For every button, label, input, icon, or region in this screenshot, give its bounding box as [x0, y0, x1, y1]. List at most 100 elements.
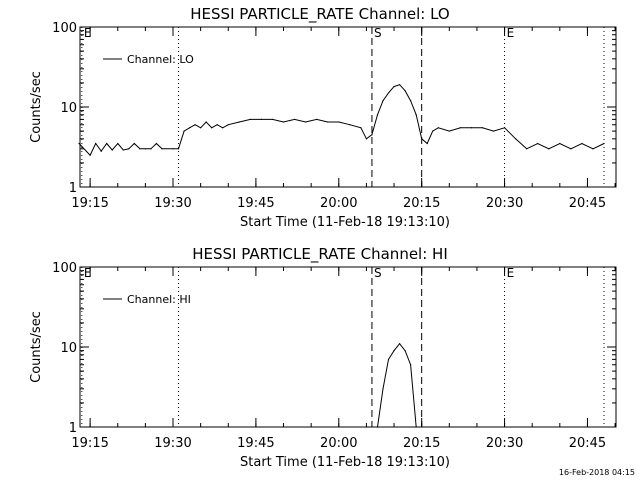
series-point — [89, 154, 91, 156]
x-tick-label: 19:15 — [71, 196, 108, 211]
x-tick-label: 20:30 — [486, 436, 523, 451]
series-point — [410, 364, 412, 366]
series-point — [305, 121, 307, 123]
series-point — [205, 121, 207, 123]
series-point — [133, 142, 135, 145]
x-tick-label: 19:30 — [154, 436, 191, 451]
series-point — [515, 138, 517, 140]
series-point — [548, 148, 550, 150]
x-tick-label: 20:45 — [569, 196, 606, 211]
series-point — [78, 142, 80, 145]
series-point — [282, 121, 285, 123]
x-tick-label: 20:15 — [403, 196, 440, 211]
series-point — [183, 130, 185, 132]
series-point — [238, 121, 240, 123]
series-point — [382, 388, 384, 390]
series-point — [150, 148, 152, 150]
x-axis-label: Start Time (11-Feb-18 19:13:10) — [240, 455, 450, 470]
series-point — [537, 142, 539, 145]
series-line — [377, 342, 417, 428]
series-point — [117, 142, 119, 145]
legend-label: Channel: LO — [127, 53, 194, 66]
y-axis-label: Counts/sec — [29, 311, 44, 383]
x-tick-label: 20:00 — [320, 436, 357, 451]
y-tick-label: 1 — [69, 181, 77, 196]
series-point — [581, 142, 583, 145]
x-tick-label: 19:45 — [237, 436, 274, 451]
series-point — [216, 124, 218, 126]
series-point — [398, 84, 401, 86]
plot-frame — [79, 266, 617, 428]
series-point — [603, 142, 605, 145]
series-point — [260, 118, 263, 120]
series-point — [144, 148, 146, 150]
series-point — [481, 127, 484, 129]
timestamp-label: 16-Feb-2018 04:15 — [559, 468, 635, 477]
series-point — [382, 100, 384, 102]
series-point — [376, 114, 379, 116]
y-tick-label: 100 — [52, 21, 77, 36]
series-point — [128, 148, 130, 150]
marker-label: E — [84, 266, 92, 280]
series-point — [360, 127, 362, 129]
series-point — [387, 92, 390, 94]
x-tick-label: 19:30 — [154, 196, 191, 211]
series-point — [139, 148, 141, 150]
series-point — [111, 149, 113, 151]
series-point — [211, 127, 213, 129]
series-point — [200, 127, 202, 129]
chart-title: HESSI PARTICLE_RATE Channel: HI — [192, 245, 448, 264]
series-point — [222, 127, 224, 129]
series-point — [161, 148, 163, 150]
series-point — [371, 134, 373, 136]
series-point — [404, 350, 406, 352]
series-point — [393, 85, 395, 88]
series-point — [327, 121, 329, 123]
x-tick-label: 20:30 — [486, 196, 523, 211]
series-point — [376, 426, 379, 428]
series-point — [421, 138, 423, 140]
series-point — [227, 124, 229, 126]
marker-label: S — [374, 26, 382, 40]
series-point — [293, 118, 296, 120]
series-point — [437, 127, 439, 129]
chart-title: HESSI PARTICLE_RATE Channel: LO — [190, 5, 449, 24]
series-point — [387, 358, 390, 360]
series-point — [316, 118, 318, 120]
series-point — [249, 118, 251, 120]
series-point — [492, 130, 495, 132]
series-point — [365, 138, 368, 140]
series-point — [188, 127, 191, 129]
series-point — [349, 124, 351, 126]
series-point — [459, 127, 461, 129]
marker-label: S — [374, 266, 382, 280]
plot-frame — [79, 26, 617, 188]
x-axis-label: Start Time (11-Feb-18 19:13:10) — [240, 215, 450, 230]
series-point — [415, 426, 417, 428]
series-point — [410, 100, 412, 102]
y-tick-label: 10 — [60, 101, 77, 116]
series-point — [592, 148, 594, 150]
series-point — [426, 142, 428, 145]
series-point — [570, 148, 572, 150]
series-point — [95, 142, 97, 145]
series-point — [448, 130, 450, 132]
series-point — [503, 127, 506, 129]
series-point — [470, 127, 473, 129]
series-point — [415, 114, 417, 116]
series-point — [106, 142, 108, 145]
series-line — [78, 84, 605, 157]
series-point — [100, 150, 102, 152]
y-axis-label: Counts/sec — [29, 71, 44, 143]
series-point — [398, 343, 401, 345]
series-point — [559, 142, 561, 145]
series-point — [122, 149, 124, 151]
x-tick-label: 20:00 — [320, 196, 357, 211]
marker-label: E — [84, 26, 92, 40]
y-tick-label: 100 — [52, 261, 77, 276]
series-point — [393, 350, 395, 352]
y-tick-label: 1 — [69, 421, 77, 436]
series-point — [155, 142, 158, 145]
